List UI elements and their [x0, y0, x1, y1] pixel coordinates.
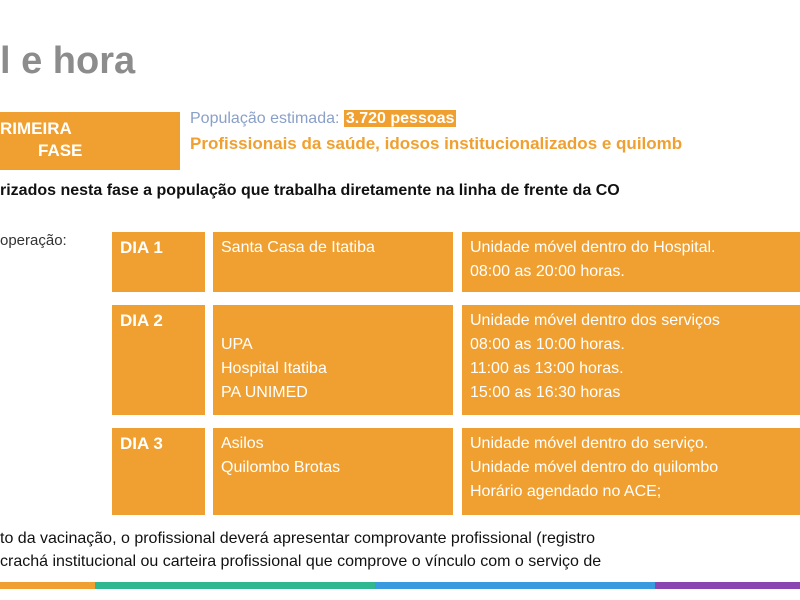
- population-value: 3.720 pessoas: [343, 110, 457, 127]
- detail: 08:00 as 20:00 horas.: [470, 263, 625, 280]
- places-cell: Santa Casa de Itatiba: [213, 232, 453, 292]
- details-cell: Unidade móvel dentro dos serviços 08:00 a…: [462, 305, 800, 415]
- detail: Unidade móvel dentro dos serviços: [470, 312, 720, 329]
- day-cell: DIA 2: [112, 305, 205, 415]
- detail: Unidade móvel dentro do Hospital.: [470, 239, 716, 256]
- details-cell: Unidade móvel dentro do Hospital. 08:00 a…: [462, 232, 800, 292]
- detail: 11:00 as 13:00 horas.: [470, 360, 624, 377]
- target-groups: Profissionais da saúde, idosos instituci…: [190, 134, 683, 153]
- color-bar-blue: [375, 582, 655, 589]
- population-label: População estimada:: [190, 110, 340, 127]
- phase-line2: FASE: [38, 141, 83, 160]
- place: [221, 309, 445, 333]
- place: PA UNIMED: [221, 384, 308, 401]
- detail: 08:00 as 10:00 horas.: [470, 336, 625, 353]
- color-bar-orange: [0, 582, 95, 589]
- details-cell: Unidade móvel dentro do serviço. Unidade …: [462, 428, 800, 515]
- footer-line: to da vacinação, o profissional deverá a…: [0, 530, 595, 547]
- page-title: l e hora: [0, 40, 136, 82]
- place: Quilombo Brotas: [221, 459, 341, 476]
- place: Hospital Itatiba: [221, 360, 327, 377]
- place: UPA: [221, 336, 253, 353]
- population-estimate: População estimada: 3.720 pessoas: [190, 110, 457, 128]
- detail: Unidade móvel dentro do serviço.: [470, 435, 709, 452]
- place: Asilos: [221, 435, 264, 452]
- phase-note: rizados nesta fase a população que traba…: [0, 182, 620, 199]
- places-cell: Asilos Quilombo Brotas: [213, 428, 453, 515]
- places-cell: UPA Hospital Itatiba PA UNIMED: [213, 305, 453, 415]
- operation-label: operação:: [0, 232, 67, 249]
- footer-line: crachá institucional ou carteira profiss…: [0, 553, 602, 570]
- color-bar-green: [95, 582, 375, 589]
- phase-badge: RIMEIRA FASE: [0, 112, 180, 170]
- day-cell: DIA 1: [112, 232, 205, 292]
- detail: Unidade móvel dentro do quilombo: [470, 459, 719, 476]
- phase-line1: RIMEIRA: [0, 119, 72, 138]
- detail: 15:00 as 16:30 horas: [470, 384, 621, 401]
- place: Santa Casa de Itatiba: [221, 239, 375, 256]
- detail: Horário agendado no ACE;: [470, 483, 662, 500]
- color-bar-purple: [655, 582, 800, 589]
- day-cell: DIA 3: [112, 428, 205, 515]
